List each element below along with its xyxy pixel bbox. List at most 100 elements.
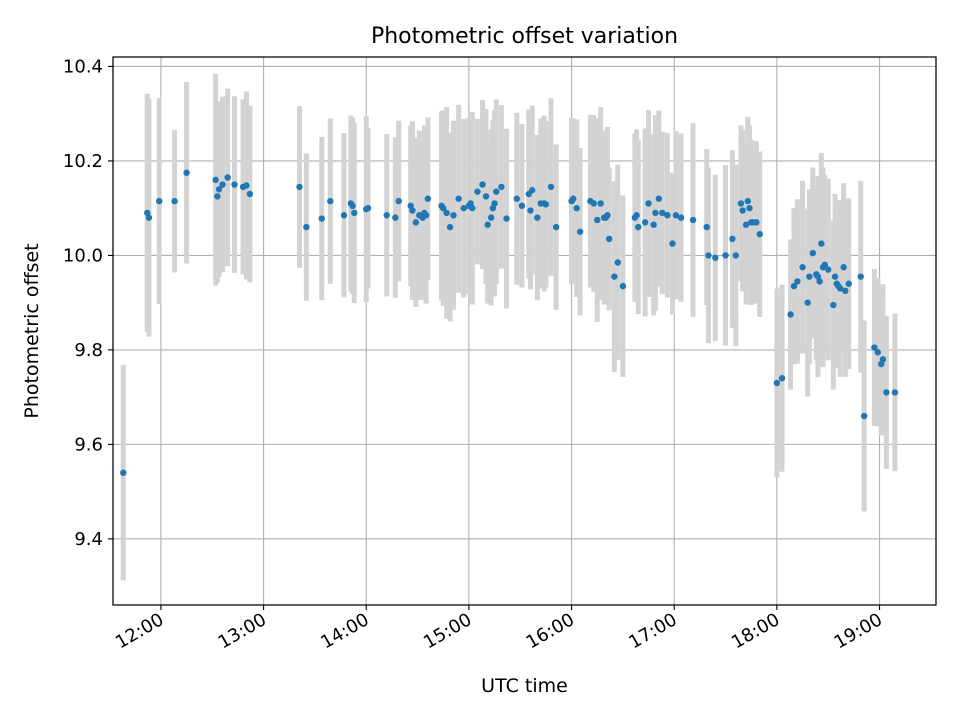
data-point [831,273,839,280]
data-point [155,197,163,205]
data-point [246,190,254,198]
data-point [806,273,813,280]
data-point [809,249,817,257]
data-point [840,264,847,271]
data-point [474,188,481,195]
data-point [120,469,127,476]
data-point [573,204,580,212]
data-point [303,223,310,231]
data-point [652,209,659,217]
data-point [836,285,844,292]
data-point [491,200,498,207]
data-point [383,212,390,219]
data-point [446,223,454,231]
data-point [804,299,811,306]
data-point [576,228,584,235]
data-point [635,223,642,231]
data-point [659,209,666,217]
data-point [479,181,486,188]
data-point [705,252,712,259]
data-point [212,176,219,184]
data-point [349,202,356,210]
x-axis-label: UTC time [481,675,568,697]
data-point [742,221,750,228]
data-point [655,195,663,202]
data-point [395,197,402,205]
data-point [614,259,621,266]
data-point [605,235,613,243]
data-point [296,183,303,191]
data-point [739,207,746,214]
data-point [547,183,555,191]
data-point [340,212,348,219]
data-point [364,204,372,212]
data-point [756,230,763,238]
data-point [874,349,882,356]
data-point [871,344,878,351]
data-point [799,264,806,271]
data-point [729,235,736,243]
data-point [424,195,432,202]
data-point [845,280,852,287]
data-point [744,197,751,205]
data-point [409,207,416,214]
plot-frame [112,56,937,606]
data-point [753,219,760,226]
data-point [746,204,753,212]
data-point [641,219,649,226]
data-point [821,261,828,269]
data-point [460,204,467,212]
data-point [732,252,740,259]
data-point [857,273,864,280]
data-point [619,282,627,290]
data-point [219,181,226,188]
y-axis-ticks: 9.4 9.6 9.8 10.0 10.2 10.4 [63,56,113,550]
data-point [503,215,510,222]
data-point [794,278,801,285]
data-point [787,311,794,318]
data-point [392,214,399,221]
data-point [231,181,238,188]
y-tick-label: 10.4 [63,56,103,77]
data-point [891,389,899,396]
data-point [493,188,500,195]
data-point [570,195,577,202]
data-point [669,240,676,247]
data-point [604,212,611,219]
y-tick-label: 9.8 [74,340,103,361]
y-tick-label: 9.6 [74,434,103,455]
data-point [790,282,798,290]
data-point [450,212,457,219]
data-point [816,278,823,285]
data-point [534,214,541,221]
data-point [842,287,849,295]
data-point [528,187,536,194]
data-point [590,200,597,207]
data-point [215,186,223,193]
data-point [243,182,250,189]
data-point [677,214,685,221]
data-point [737,200,745,207]
data-point [860,412,868,420]
data-point [672,212,680,219]
data-point [440,204,447,212]
data-point [650,221,657,228]
data-point [712,254,719,261]
data-point [664,212,671,219]
data-point [327,197,334,205]
y-tick-label: 10.2 [63,151,103,172]
data-point [513,195,521,202]
data-point [594,216,601,224]
data-point [722,252,729,259]
y-tick-label: 10.0 [63,245,103,266]
data-point [214,193,221,200]
data-point [351,209,358,217]
data-point [224,174,231,181]
data-point [171,197,178,205]
data-point [830,301,837,309]
data-point [412,219,420,226]
data-point [883,389,890,396]
data-point [778,375,786,382]
data-point [611,273,618,280]
